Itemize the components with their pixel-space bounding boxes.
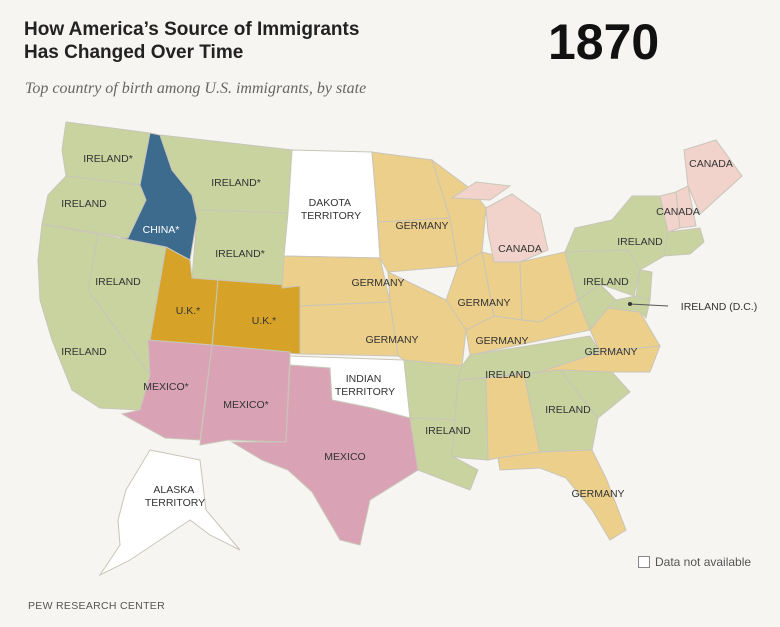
state-minnesota [371, 151, 451, 223]
label-dc: IRELAND (D.C.) [681, 301, 757, 313]
legend-no-data-label: Data not available [655, 555, 752, 569]
label-indian-line1: INDIAN [346, 373, 382, 385]
label-illinois: GERMANY [457, 297, 510, 309]
state-mississippi [451, 377, 489, 461]
state-iowa [377, 217, 459, 273]
territory-alaska [98, 449, 241, 577]
source-credit: PEW RESEARCH CENTER [28, 600, 165, 612]
dc-marker [628, 302, 632, 306]
label-idaho: CHINA* [143, 224, 180, 236]
label-tennessee: IRELAND [485, 369, 531, 381]
label-nevada: IRELAND [95, 276, 141, 288]
dc-leader-line [629, 303, 669, 307]
label-texas: MEXICO [324, 451, 365, 463]
legend-no-data-swatch [638, 556, 650, 568]
state-michigan [485, 193, 549, 263]
label-georgia: IRELAND [545, 404, 591, 416]
state-maine [683, 139, 743, 215]
year-label: 1870 [548, 14, 660, 70]
label-mississippi: IRELAND [425, 425, 471, 437]
label-maine: CANADA [689, 158, 733, 170]
label-montana: IRELAND* [211, 177, 261, 189]
label-alaska-line2: TERRITORY [145, 497, 205, 509]
label-colorado: U.K.* [252, 315, 277, 327]
legend: Data not available [638, 555, 751, 569]
label-new-york: IRELAND [617, 236, 663, 248]
state-new-hampshire [675, 185, 697, 229]
label-alaska-territory: ALASKA TERRITORY [145, 484, 205, 509]
label-utah: U.K.* [176, 305, 201, 317]
label-wyoming: IRELAND* [215, 248, 265, 260]
label-kansas: GERMANY [365, 334, 418, 346]
state-florida [497, 449, 627, 541]
label-washington: IRELAND* [83, 153, 133, 165]
state-kentucky [465, 299, 591, 356]
state-new-england-south [663, 227, 705, 257]
title-line-1: How America’s Source of Immigrants [24, 19, 360, 40]
label-michigan: CANADA [498, 243, 542, 255]
label-oregon: IRELAND [61, 198, 107, 210]
label-dakota-line2: TERRITORY [301, 210, 361, 222]
label-dakota-line1: DAKOTA [309, 197, 351, 209]
label-alaska-line1: ALASKA [153, 484, 194, 496]
state-maryland-delaware [606, 295, 651, 319]
state-new-mexico [199, 344, 291, 446]
label-indian-territory: INDIAN TERRITORY [335, 373, 395, 398]
label-pennsylvania: IRELAND [583, 276, 629, 288]
label-virginia: GERMANY [584, 346, 637, 358]
subtitle: Top country of birth among U.S. immigran… [25, 80, 367, 97]
label-florida: GERMANY [571, 488, 624, 500]
label-nebraska: GERMANY [351, 277, 404, 289]
title-line-2: Has Changed Over Time [24, 42, 244, 63]
state-arkansas [403, 359, 463, 421]
label-california: IRELAND [61, 346, 107, 358]
label-arizona: MEXICO* [143, 381, 189, 393]
state-kansas [299, 301, 399, 357]
label-vermont: CANADA [656, 206, 700, 218]
chart-title: How America’s Source of Immigrants Has C… [24, 18, 404, 64]
label-kentucky: GERMANY [475, 335, 528, 347]
state-michigan-upper [450, 181, 512, 201]
label-new-mexico: MEXICO* [223, 399, 269, 411]
label-minnesota: GERMANY [395, 220, 448, 232]
label-indian-line2: TERRITORY [335, 386, 395, 398]
label-dakota-territory: DAKOTA TERRITORY [301, 197, 361, 222]
